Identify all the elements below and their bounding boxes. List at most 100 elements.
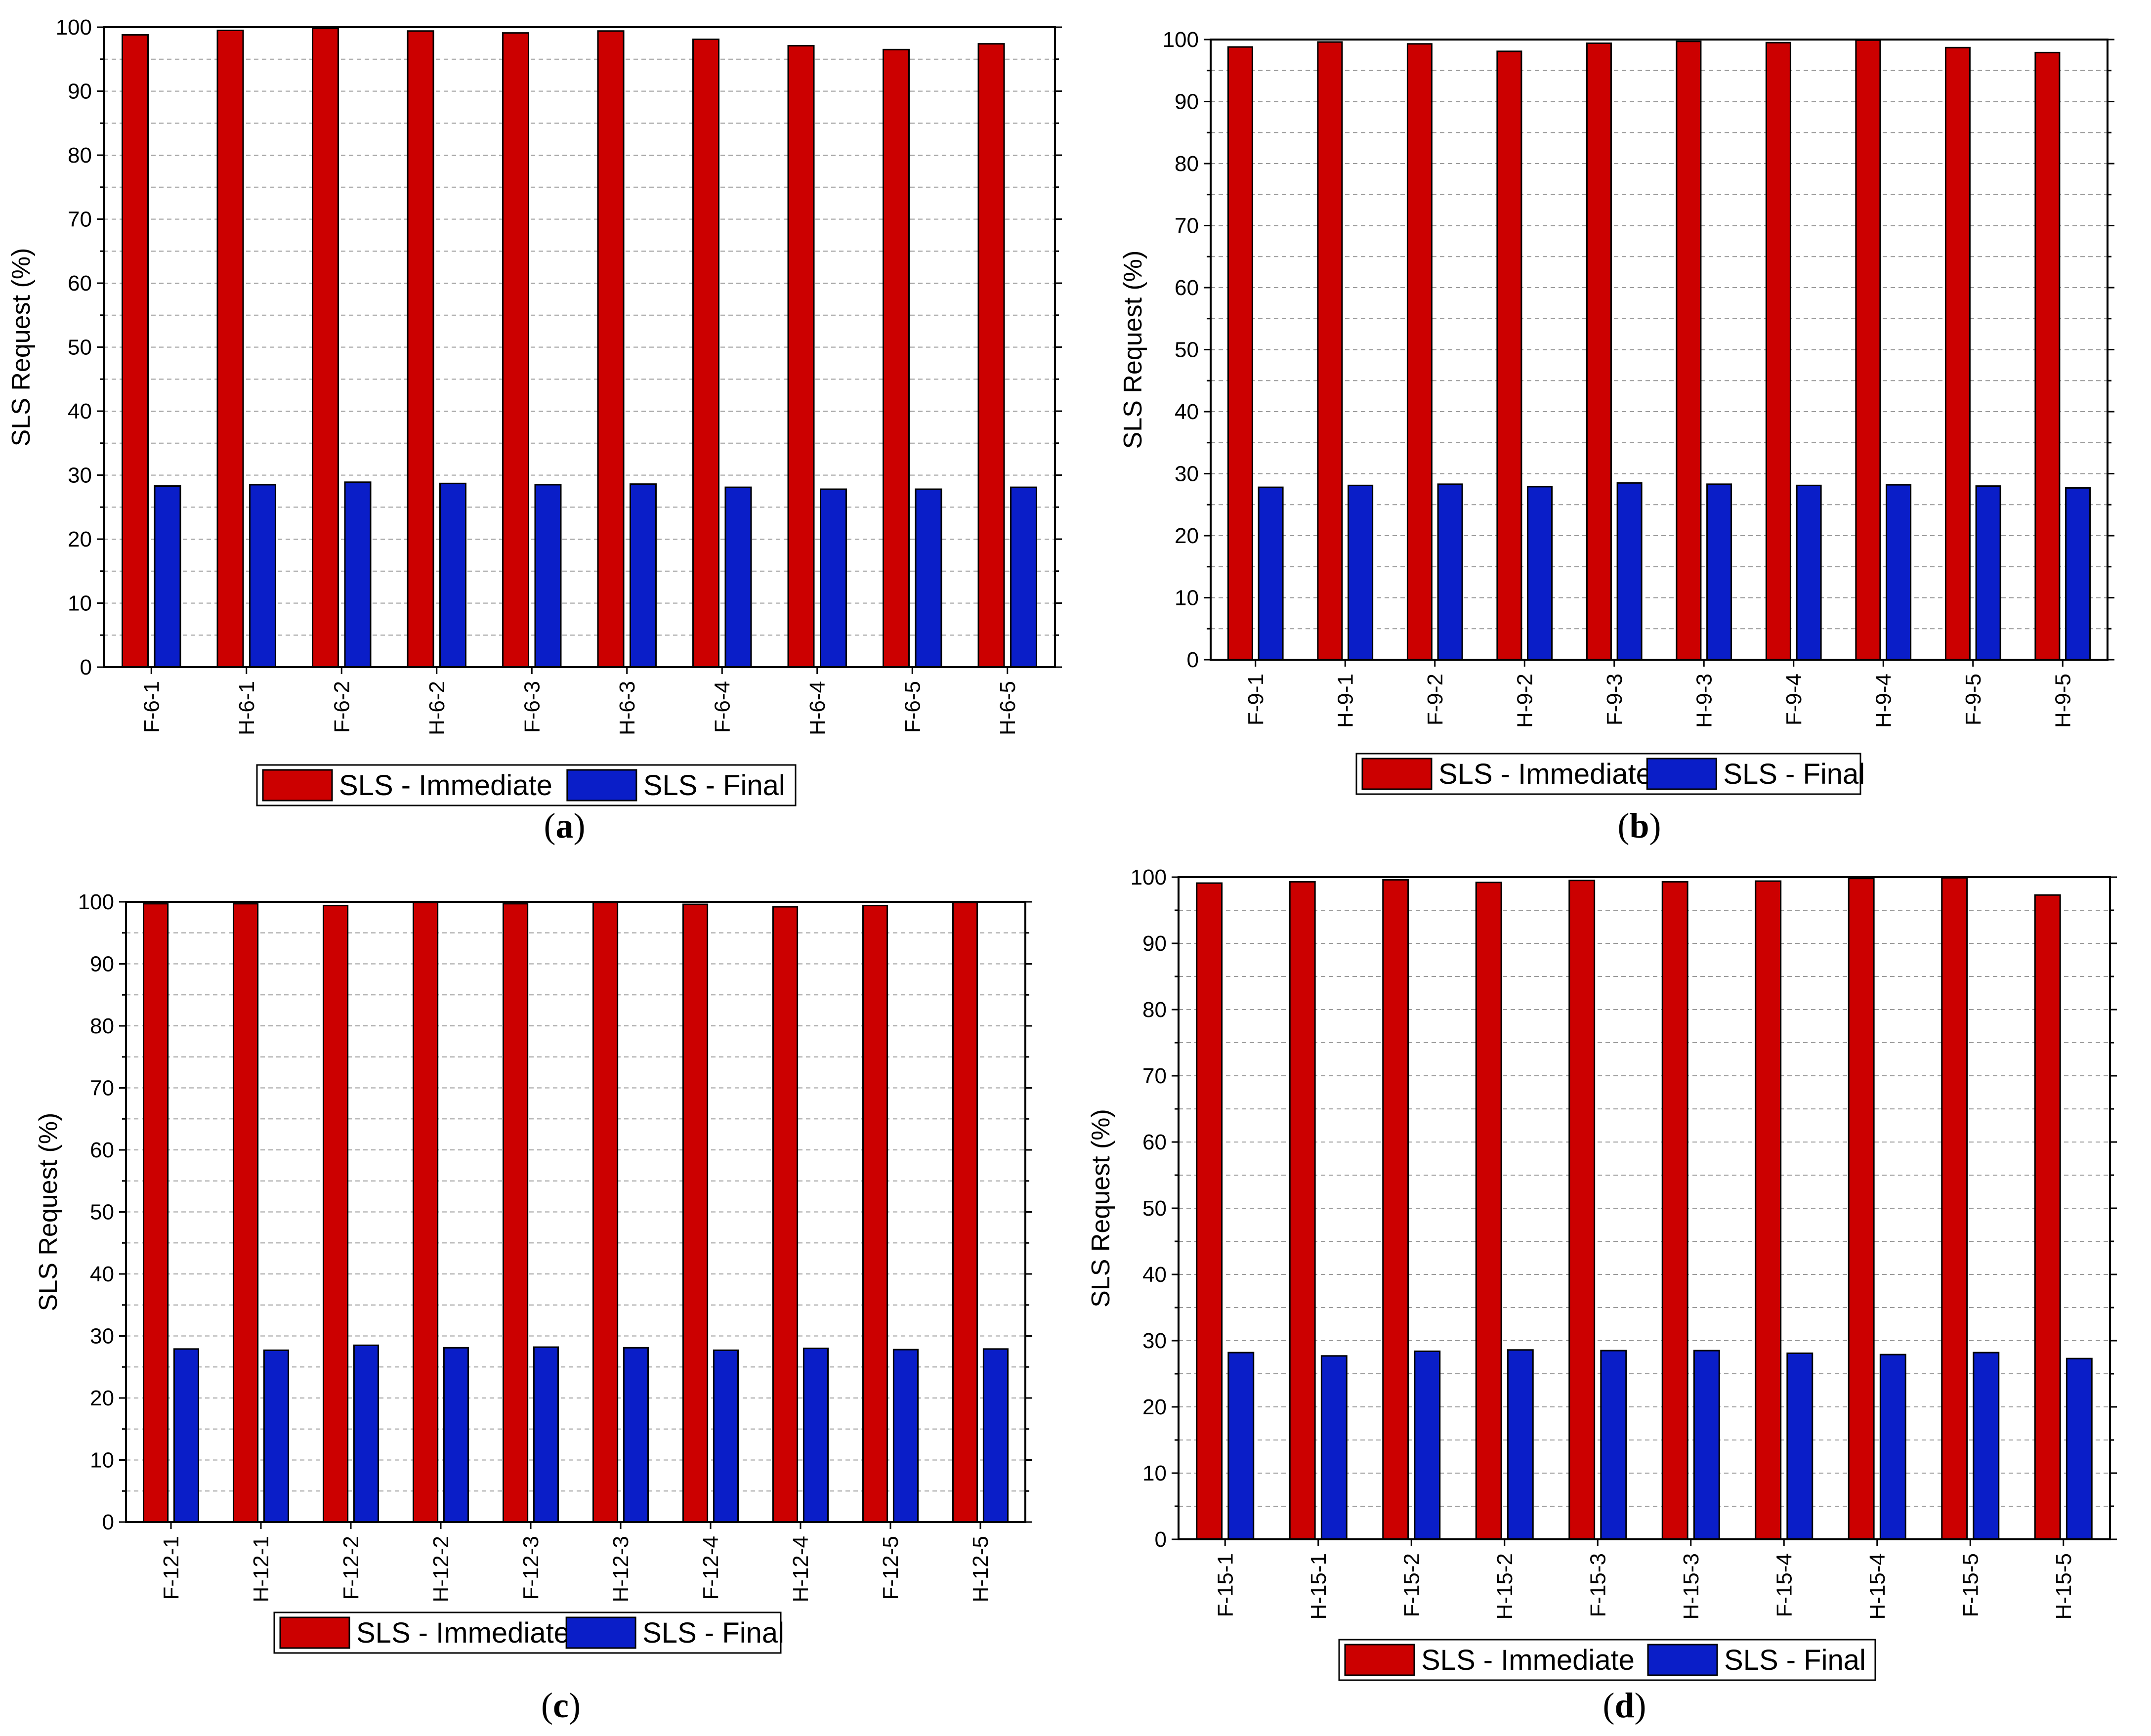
legend-swatch-final [1647, 1644, 1718, 1676]
y-tick-label: 20 [68, 527, 92, 551]
legend-swatch-final [566, 769, 637, 802]
bar-immediate-F-9-2 [1406, 43, 1433, 661]
bar-final-F-9-5 [1975, 485, 2001, 661]
x-tick-label: F-15-1 [1213, 1553, 1237, 1617]
x-tick-label: F-9-2 [1423, 674, 1447, 725]
y-tick-label: 80 [90, 1014, 114, 1038]
bar-final-F-6-1 [154, 485, 181, 668]
x-tick-label: F-12-5 [879, 1536, 903, 1600]
x-tick-label: H-12-3 [609, 1536, 633, 1603]
x-tick-label: F-15-2 [1399, 1553, 1424, 1617]
y-tick-label: 40 [90, 1262, 114, 1286]
legend-label-immediate: SLS - Immediate [1421, 1644, 1635, 1676]
legend-swatch-immediate [1361, 758, 1433, 790]
legend-box [256, 764, 797, 806]
bar-final-F-9-3 [1616, 482, 1643, 661]
bar-immediate-H-6-5 [977, 43, 1005, 668]
legend-label-final: SLS - Final [642, 1617, 784, 1649]
bar-immediate-F-6-4 [692, 39, 720, 668]
x-tick-label: H-9-3 [1692, 674, 1716, 728]
y-tick-label: 70 [68, 208, 92, 232]
legend-swatch-immediate [262, 769, 333, 802]
panel-label: (c) [541, 1686, 581, 1725]
bar-immediate-F-12-3 [502, 903, 529, 1523]
x-tick-label: F-6-3 [520, 681, 544, 733]
legend-label-final: SLS - Final [643, 769, 785, 802]
bar-final-F-6-3 [534, 484, 562, 668]
bar-final-H-12-2 [443, 1347, 469, 1523]
bar-final-F-6-4 [724, 486, 752, 668]
x-tick-label: F-15-4 [1772, 1553, 1796, 1617]
bar-immediate-H-15-2 [1475, 882, 1502, 1540]
bar-final-F-9-1 [1258, 486, 1284, 661]
y-tick-label: 60 [1175, 276, 1199, 300]
y-tick-label: 60 [90, 1138, 114, 1162]
y-tick-label: 90 [68, 80, 92, 104]
bar-immediate-F-6-5 [883, 48, 910, 668]
y-tick-label: 20 [90, 1386, 114, 1410]
y-tick-label: 90 [90, 952, 114, 976]
x-tick-label: F-9-4 [1782, 674, 1806, 725]
bar-final-H-12-1 [263, 1349, 290, 1523]
y-tick-label: 80 [1175, 152, 1199, 176]
bar-immediate-H-15-1 [1289, 881, 1316, 1540]
bar-final-F-12-1 [173, 1348, 200, 1523]
y-tick-label: 30 [1142, 1329, 1167, 1353]
y-tick-label: 50 [1142, 1196, 1167, 1221]
bar-final-H-9-2 [1527, 486, 1553, 661]
x-tick-label: H-6-2 [425, 681, 449, 735]
x-tick-label: H-15-5 [2052, 1553, 2076, 1620]
bar-final-F-15-1 [1227, 1352, 1255, 1540]
x-tick-label: H-6-5 [996, 681, 1020, 735]
bar-immediate-F-12-1 [142, 903, 169, 1523]
x-tick-label: H-6-4 [805, 681, 830, 735]
bar-immediate-F-6-1 [122, 34, 149, 668]
y-tick-label: 70 [90, 1076, 114, 1101]
bar-immediate-H-15-5 [2034, 894, 2061, 1540]
legend-box [1338, 1639, 1876, 1681]
bar-immediate-H-9-2 [1496, 50, 1522, 661]
bar-immediate-F-15-5 [1941, 877, 1968, 1540]
bar-final-H-15-4 [1879, 1354, 1906, 1540]
y-tick-label: 50 [1175, 338, 1199, 362]
bar-final-H-6-2 [439, 482, 466, 668]
bar-final-H-6-1 [249, 484, 276, 668]
x-tick-label: F-12-4 [699, 1536, 723, 1600]
y-tick-label: 40 [1142, 1263, 1167, 1287]
y-tick-label: 70 [1142, 1064, 1167, 1088]
y-tick-label: 60 [1142, 1130, 1167, 1154]
chart-panel-b: 0 10 20 30 40 50 60 70 80 90 100 F-9-1 H-9-1 F-9-2 H-9… [1119, 28, 2114, 846]
y-tick-label: 40 [68, 399, 92, 423]
bar-final-F-15-4 [1786, 1352, 1814, 1540]
bar-immediate-H-6-3 [597, 30, 625, 668]
bar-immediate-F-15-1 [1196, 882, 1223, 1540]
plot-frame [1210, 39, 2109, 661]
x-tick-label: F-9-1 [1244, 674, 1268, 725]
bar-immediate-F-12-5 [862, 905, 888, 1523]
y-tick-label: 20 [1175, 524, 1199, 548]
y-tick-label: 100 [1163, 28, 1199, 52]
bar-immediate-H-9-1 [1317, 41, 1343, 661]
x-tick-label: H-6-3 [615, 681, 639, 735]
y-axis-label: SLS Request (%) [34, 1113, 63, 1312]
bar-final-F-15-5 [1973, 1352, 2000, 1540]
legend: SLS - Immediate SLS - Final [256, 764, 797, 806]
bar-immediate-F-9-3 [1586, 42, 1612, 661]
bar-final-H-12-5 [982, 1348, 1009, 1523]
bar-immediate-F-6-2 [312, 28, 339, 668]
x-tick-label: H-12-5 [969, 1536, 993, 1603]
legend-label-final: SLS - Final [1723, 758, 1865, 790]
bar-final-F-12-4 [713, 1349, 739, 1523]
y-tick-label: 0 [80, 655, 92, 679]
x-tick-label: F-9-3 [1603, 674, 1627, 725]
bar-final-H-6-4 [819, 488, 847, 668]
y-axis-label: SLS Request (%) [7, 248, 36, 447]
y-tick-label: 70 [1175, 214, 1199, 238]
x-tick-label: F-15-5 [1958, 1553, 1982, 1617]
legend: SLS - Immediate SLS - Final [1355, 753, 1865, 795]
x-tick-label: F-6-4 [710, 681, 734, 733]
bar-final-F-6-2 [344, 481, 372, 668]
bar-immediate-H-9-3 [1676, 41, 1702, 661]
bar-final-H-15-2 [1507, 1349, 1534, 1540]
chart-panel-a: 0 10 20 30 40 50 60 70 80 90 100 F-6-1 H-6-1 F-6-2 H-6… [7, 15, 1062, 846]
